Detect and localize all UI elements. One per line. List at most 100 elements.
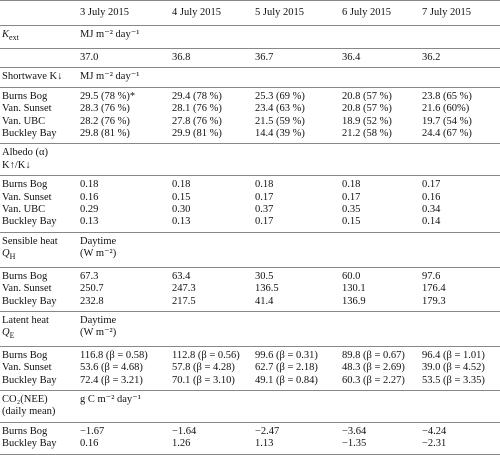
value-cell: 0.30 [172,203,191,215]
row-label: Buckley Bay [2,216,57,228]
value-cell: 28.3 (76 %) [80,103,130,115]
value-cell: 29.4 (78 %) [172,90,222,102]
value-cell: −1.64 [172,425,197,437]
value-cell: 36.8 [172,51,191,63]
section-label-line: Albedo (α) [2,147,49,159]
data-row: Buckley Bay 72.4 (β = 3.21) 70.1 (β = 3.10… [0,375,500,391]
value-cell: 0.29 [80,203,99,215]
section-unit: MJ m⁻² day⁻¹ [78,67,500,88]
section-header-row: Latent heat QE Daytime (W m⁻²) [0,310,500,347]
row-label: Burns Bog [2,179,48,191]
value-cell: 130.1 [342,283,366,295]
value-cell: 53.6 (β = 4.68) [80,362,143,374]
section-symbol: QE [2,327,78,343]
column-header: 7 July 2015 [420,0,500,27]
value-cell: 0.13 [80,216,99,228]
value-cell: 0.18 [342,179,361,191]
data-row: Burns Bog 29.5 (78 %)* 29.4 (78 %) 25.3 (69… [0,87,500,103]
row-label: Van. UBC [2,203,46,215]
value-cell: 19.7 (54 %) [422,115,472,127]
section-unit: Daytime (W m⁻²) [78,310,500,347]
value-cell: 29.9 (81 %) [172,127,222,139]
data-row: Buckley Bay 0.13 0.13 0.17 0.15 0.14 [0,216,500,232]
value-cell: 53.5 (β = 3.35) [422,374,485,386]
value-cell: 250.7 [80,283,104,295]
value-cell: 232.8 [80,295,104,307]
unit-line: (W m⁻²) [80,327,117,339]
value-cell: 28.2 (76 %) [80,115,130,127]
value-cell: 23.8 (65 %) [422,90,472,102]
value-cell: 72.4 (β = 3.21) [80,374,143,386]
symbol-base: Q [2,248,10,260]
value-cell: −2.47 [255,425,280,437]
data-row: Van. Sunset 53.6 (β = 4.68) 57.8 (β = 4.28… [0,362,500,374]
value-cell: 14.4 (39 %) [255,127,305,139]
data-row: Buckley Bay 0.16 1.26 1.13 −1.35 −2.31 [0,438,500,455]
section-label-line: Shortwave K↓ [2,71,63,83]
value-cell: 176.4 [422,283,446,295]
symbol-base: K [2,29,10,41]
value-cell: 0.18 [172,179,191,191]
value-cell: 0.35 [342,203,361,215]
value-cell: 30.5 [255,270,274,282]
row-label: Burns Bog [2,349,48,361]
data-row: Van. Sunset 250.7 247.3 136.5 130.1 176.4 [0,283,500,295]
value-cell: 97.6 [422,270,441,282]
symbol-sub: H [9,252,16,262]
value-cell: 116.8 (β = 0.58) [80,349,148,361]
data-row: Burns Bog 0.18 0.18 0.18 0.18 0.17 [0,176,500,192]
section-label: Albedo (α) K↑/K↓ [0,143,78,177]
section-label-line: Sensible heat [2,235,58,247]
data-row: Van. Sunset 28.3 (76 %) 28.1 (76 %) 23.4 (6… [0,103,500,115]
value-cell: 179.3 [422,295,446,307]
value-cell: 62.7 (β = 2.18) [255,362,318,374]
value-cell: 49.1 (β = 0.84) [255,374,318,386]
value-cell: 1.26 [170,438,253,455]
data-row: Burns Bog 116.8 (β = 0.58) 112.8 (β = 0.56… [0,346,500,362]
value-cell: 28.1 (76 %) [172,103,222,115]
value-cell: 60.3 (β = 2.27) [342,374,405,386]
value-cell: 0.18 [80,179,99,191]
row-label: Burns Bog [2,90,48,102]
column-header: 4 July 2015 [170,0,253,27]
value-cell: 0.17 [255,216,274,228]
section-label-line: (daily mean) [2,406,56,418]
value-cell: 0.16 [80,191,99,203]
value-cell: 67.3 [80,270,99,282]
value-cell: 37.0 [80,51,99,63]
value-cell: 0.17 [255,191,274,203]
unit-line: Daytime [80,235,117,247]
header-row: 3 July 2015 4 July 2015 5 July 2015 6 July … [0,0,500,27]
value-cell: 36.2 [422,51,441,63]
section-unit: Daytime (W m⁻²) [78,231,500,268]
value-cell: 0.18 [255,179,274,191]
unit-line: Daytime [80,314,117,326]
section-label: CO₂(NEE) (daily mean) [0,390,78,423]
value-cell: −2.31 [420,438,500,455]
value-cell: 27.8 (76 %) [172,115,222,127]
value-cell: 0.37 [255,203,274,215]
data-row: Burns Bog −1.67 −1.64 −2.47 −3.64 −4.24 [0,422,500,438]
unit-line: g C m⁻² day⁻¹ [80,394,141,406]
value-cell: 136.9 [342,295,366,307]
value-cell: 18.9 (52 %) [342,115,392,127]
data-row: Burns Bog 67.3 63.4 30.5 60.0 97.6 [0,267,500,283]
value-cell: 0.17 [422,179,441,191]
row-label: Van. Sunset [2,191,52,203]
value-cell: 0.14 [422,216,441,228]
data-row: Van. UBC 28.2 (76 %) 27.8 (76 %) 21.5 (59 %… [0,116,500,128]
value-cell: −3.64 [342,425,367,437]
section-header-row: Shortwave K↓ MJ m⁻² day⁻¹ [0,67,500,88]
value-cell: 70.1 (β = 3.10) [172,374,235,386]
symbol-sub: ext [9,33,19,43]
value-cell: 0.17 [342,191,361,203]
value-cell: 25.3 (69 %) [255,90,305,102]
value-cell: 29.8 (81 %) [80,127,130,139]
value-cell: 20.8 (57 %) [342,90,392,102]
value-cell: 112.8 (β = 0.56) [172,349,240,361]
value-cell: −1.35 [340,438,420,455]
unit-line: MJ m⁻² day⁻¹ [80,71,140,83]
section-unit: g C m⁻² day⁻¹ [78,390,500,423]
data-row: Buckley Bay 232.8 217.5 41.4 136.9 179.3 [0,296,500,312]
unit-line: MJ m⁻² day⁻¹ [80,29,140,41]
